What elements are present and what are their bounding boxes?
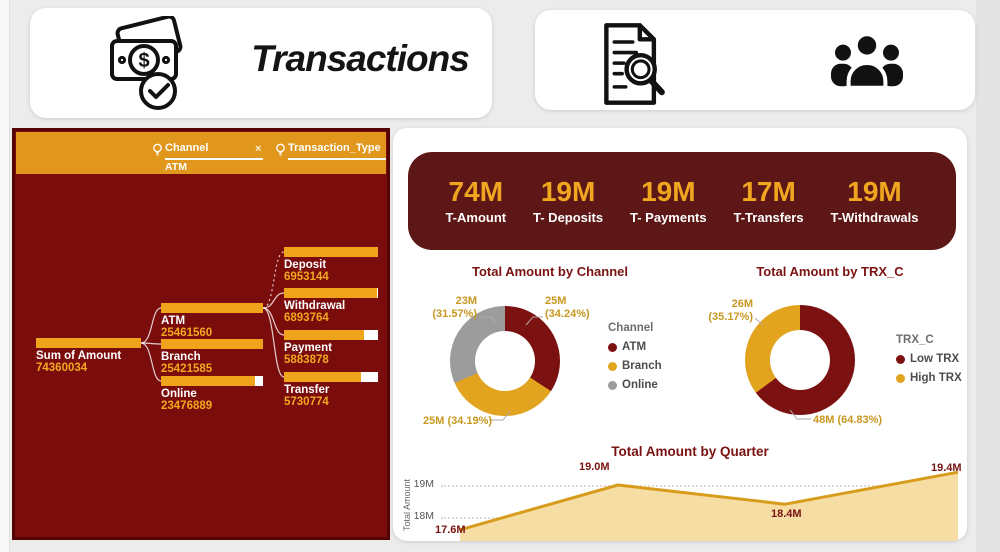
report-card: 74M T-Amount 19M T- Deposits 19M T- Paym… — [393, 128, 967, 541]
tree-level-transaction-type[interactable]: Transaction_Type — [288, 142, 381, 154]
lightbulb-icon — [276, 143, 285, 156]
kpi-t-amount: 74M T-Amount — [445, 176, 507, 226]
tree-node-withdrawal[interactable]: Withdrawal 6893764 — [284, 288, 378, 324]
kpi-t-transfers: 17M T-Transfers — [733, 176, 804, 226]
point-label-q3: 18.4M — [771, 508, 802, 520]
legend-item-high-trx[interactable]: High TRX — [896, 372, 962, 384]
donut1-atm-label: 25M (34.24%) — [545, 295, 590, 320]
legend-item-branch[interactable]: Branch — [608, 360, 662, 372]
atm-dot-icon — [608, 342, 617, 352]
quarter-chart-title: Total Amount by Quarter — [611, 444, 769, 459]
low-trx-dot-icon — [896, 354, 905, 364]
tree-node-deposit[interactable]: Deposit 6953144 — [284, 247, 378, 283]
clear-level-icon[interactable]: × — [255, 143, 262, 155]
point-label-q1: 17.6M — [435, 524, 466, 536]
high-trx-dot-icon — [896, 373, 905, 383]
donut1-branch-label: 25M (34.19%) — [423, 415, 493, 427]
tree-level-header-bar: Channel × ATM Transaction_Type — [16, 132, 386, 174]
donut2-lowtrx-label: 48M (64.83%) — [813, 414, 883, 426]
donut1-online-label: 23M (31.57%) — [432, 295, 477, 320]
document-search-icon — [604, 23, 665, 105]
donut2-hightrx-label: 26M (35.17%) — [708, 298, 753, 323]
level-underline — [288, 158, 386, 160]
page-title: Transactions — [251, 38, 470, 79]
tree-node-branch[interactable]: Branch 25421585 — [161, 339, 263, 375]
kpi-banner: 74M T-Amount 19M T- Deposits 19M T- Paym… — [408, 152, 956, 250]
legend-item-online[interactable]: Online — [608, 379, 662, 391]
tree-node-atm[interactable]: ATM 25461560 — [161, 303, 263, 339]
kpi-t-payments: 19M T- Payments — [630, 176, 707, 226]
legend-item-atm[interactable]: ATM — [608, 341, 662, 353]
people-icon — [831, 32, 903, 90]
point-label-q4: 19.4M — [931, 462, 962, 474]
branch-dot-icon — [608, 361, 617, 371]
channel-legend: Channel ATM Branch Online — [608, 322, 662, 391]
gridline — [441, 517, 957, 519]
y-tick-18m: 18M — [413, 510, 434, 522]
trxc-legend: TRX_C Low TRX High TRX — [896, 334, 962, 384]
gridline — [441, 485, 957, 487]
level-underline — [165, 158, 263, 160]
header-title-card: $ Transactions — [30, 8, 492, 118]
tree-level-channel[interactable]: Channel — [165, 142, 209, 154]
tree-node-payment[interactable]: Payment 5883878 — [284, 330, 378, 366]
svg-text:$: $ — [138, 50, 149, 72]
channel-donut-chart[interactable] — [450, 306, 560, 416]
kpi-t-deposits: 19M T- Deposits — [533, 176, 604, 226]
trxc-donut-title: Total Amount by TRX_C — [756, 264, 904, 279]
legend-item-low-trx[interactable]: Low TRX — [896, 353, 962, 365]
page-right-gutter — [976, 0, 1000, 552]
page-left-gutter — [0, 0, 10, 552]
selected-channel-value[interactable]: ATM — [165, 161, 187, 173]
channel-donut-title: Total Amount by Channel — [472, 264, 628, 279]
tree-node-transfer[interactable]: Transfer 5730774 — [284, 372, 378, 408]
online-dot-icon — [608, 380, 617, 390]
tree-node-sum-of-amount[interactable]: Sum of Amount 74360034 — [36, 338, 141, 374]
money-check-icon: $ — [110, 16, 183, 110]
kpi-t-withdrawals: 19M T-Withdrawals — [830, 176, 919, 226]
point-label-q2: 19.0M — [579, 461, 610, 473]
y-tick-19m: 19M — [413, 478, 434, 490]
header-icons-card — [535, 10, 975, 110]
trxc-donut-chart[interactable] — [745, 305, 855, 415]
lightbulb-icon — [153, 143, 162, 156]
decomposition-tree-panel: Channel × ATM Transaction_Type — [12, 128, 390, 540]
tree-node-online[interactable]: Online 23476889 — [161, 376, 263, 412]
